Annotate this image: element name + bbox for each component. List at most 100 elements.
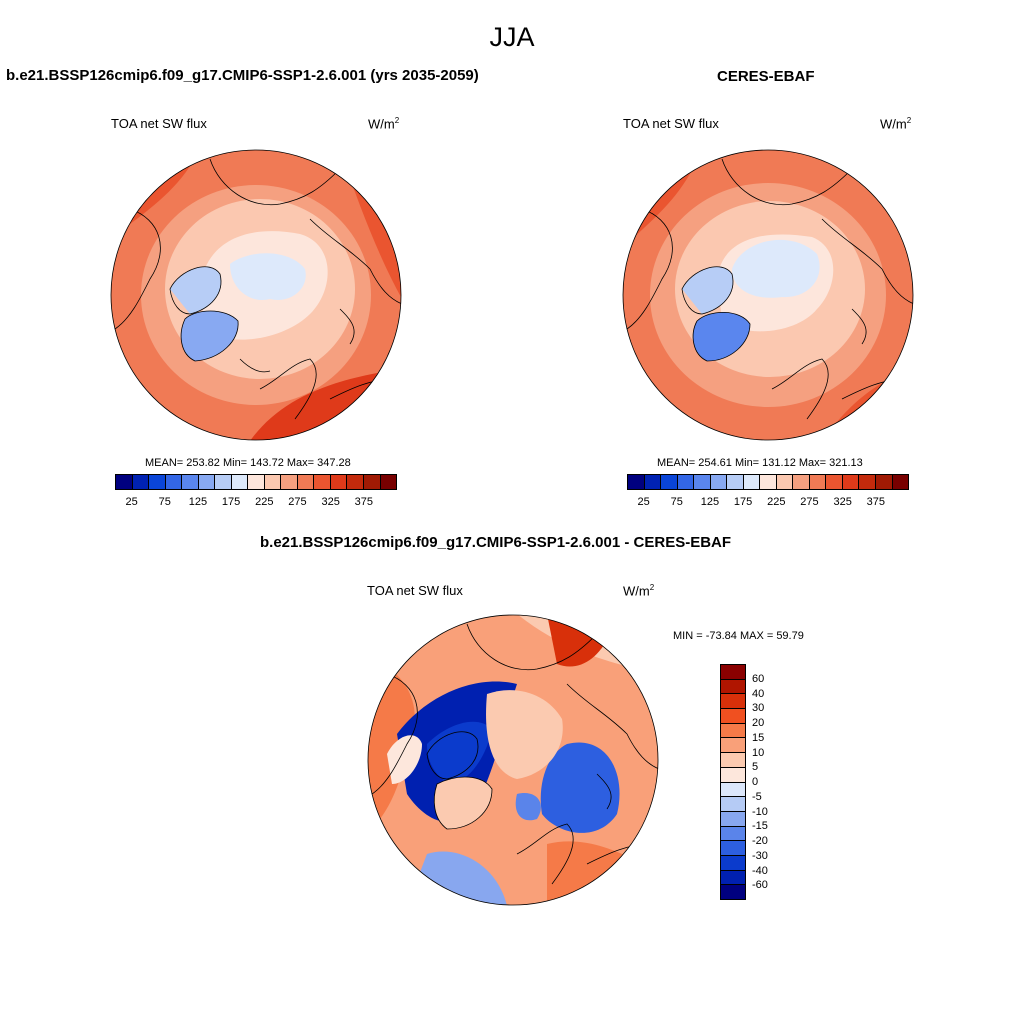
colorbar-tick-label: 275 — [800, 496, 819, 508]
colorbar-tick-label: 375 — [866, 496, 885, 508]
colorbar-box — [793, 475, 810, 489]
colorbar-tick-label: -15 — [752, 820, 768, 833]
colorbar-box — [721, 753, 745, 768]
colorbar-box — [330, 475, 348, 489]
colorbar-box — [314, 475, 331, 489]
diff-polar-map — [367, 614, 659, 906]
colorbar-box — [264, 475, 282, 489]
colorbar-tick-label: 75 — [670, 496, 683, 508]
colorbar-tick-label: 15 — [752, 731, 765, 744]
diff-units-label: W/m2 — [623, 583, 655, 599]
colorbar-box — [721, 782, 745, 798]
colorbar-tick-label: 60 — [752, 672, 765, 685]
figure-title: JJA — [489, 22, 535, 52]
colorbar-box — [248, 475, 265, 489]
colorbar-box — [809, 475, 827, 489]
colorbar-box — [182, 475, 199, 489]
colorbar-tick-label: -10 — [752, 805, 768, 818]
colorbar-tick-label: -20 — [752, 835, 768, 847]
colorbar-tick-label: 175 — [221, 496, 241, 508]
colorbar-tick-label: -5 — [752, 790, 762, 803]
diff-variable-label: TOA net SW flux — [367, 583, 463, 598]
colorbar-tick-label: 225 — [255, 496, 274, 508]
obs-stats: MEAN= 254.61 Min= 131.12 Max= 321.13 — [657, 457, 863, 469]
colorbar-box — [892, 475, 909, 489]
colorbar-tick-label: 375 — [354, 496, 373, 508]
colorbar-tick-label: -30 — [752, 849, 768, 862]
colorbar-box — [721, 870, 745, 886]
colorbar-box — [721, 679, 745, 695]
colorbar-box — [677, 475, 695, 489]
colorbar-tick-label: 25 — [637, 496, 650, 508]
colorbar-box — [347, 475, 364, 489]
obs-colorbar-ticks: 25 75 125 175 225 275 325 375 — [627, 496, 909, 510]
colorbar-box — [721, 841, 745, 856]
colorbar-box — [721, 738, 745, 754]
diff-colorbar — [720, 664, 746, 900]
colorbar-tick-label: 75 — [158, 496, 171, 508]
colorbar-box — [116, 475, 133, 489]
model-stats: MEAN= 253.82 Min= 143.72 Max= 347.28 — [145, 457, 351, 469]
colorbar-box — [776, 475, 794, 489]
colorbar-box — [281, 475, 298, 489]
diff-stats: MIN = -73.84 MAX = 59.79 — [673, 630, 804, 642]
colorbar-box — [743, 475, 761, 489]
colorbar-tick-label: -40 — [752, 864, 768, 877]
colorbar-tick-label: 20 — [752, 717, 765, 729]
colorbar-tick-label: 275 — [288, 496, 307, 508]
colorbar-box — [165, 475, 183, 489]
colorbar-tick-label: 225 — [767, 496, 786, 508]
colorbar-box — [644, 475, 662, 489]
model-case-title: b.e21.BSSP126cmip6.f09_g17.CMIP6-SSP1-2.… — [6, 67, 479, 84]
colorbar-box — [721, 797, 745, 812]
colorbar-box — [380, 475, 397, 489]
model-colorbar — [115, 474, 397, 490]
colorbar-box — [721, 723, 745, 739]
colorbar-box — [721, 709, 745, 724]
colorbar-box — [132, 475, 150, 489]
colorbar-box — [661, 475, 678, 489]
colorbar-tick-label: 325 — [321, 496, 340, 508]
colorbar-box — [826, 475, 843, 489]
colorbar-box — [721, 885, 745, 899]
colorbar-box — [694, 475, 711, 489]
colorbar-tick-label: 325 — [833, 496, 852, 508]
colorbar-box — [721, 826, 745, 842]
colorbar-tick-label: 40 — [752, 687, 765, 700]
model-colorbar-ticks: 25 75 125 175 225 275 325 375 — [115, 496, 397, 510]
colorbar-box — [231, 475, 249, 489]
colorbar-tick-label: 125 — [700, 496, 720, 508]
colorbar-tick-label: 25 — [125, 496, 138, 508]
colorbar-box — [628, 475, 645, 489]
colorbar-tick-label: 0 — [752, 776, 759, 788]
colorbar-box — [721, 767, 745, 783]
obs-polar-map — [622, 149, 914, 441]
model-polar-map — [110, 149, 402, 441]
diff-colorbar-ticks: 60 40 30 20 15 10 5 0 -5 -10 -15 -20 -30 -40 -60 — [752, 664, 792, 900]
colorbar-box — [727, 475, 744, 489]
colorbar-tick-label: 5 — [752, 761, 759, 774]
colorbar-box — [363, 475, 381, 489]
colorbar-box — [215, 475, 232, 489]
colorbar-box — [710, 475, 728, 489]
colorbar-tick-label: 175 — [733, 496, 753, 508]
colorbar-box — [859, 475, 876, 489]
colorbar-box — [721, 665, 745, 680]
colorbar-box — [149, 475, 166, 489]
obs-case-title: CERES-EBAF — [717, 68, 815, 85]
obs-variable-label: TOA net SW flux — [623, 116, 719, 131]
model-units-label: W/m2 — [368, 116, 400, 132]
colorbar-tick-label: 125 — [188, 496, 208, 508]
colorbar-box — [760, 475, 777, 489]
colorbar-tick-label: -60 — [752, 879, 768, 892]
colorbar-box — [875, 475, 893, 489]
diff-case-title: b.e21.BSSP126cmip6.f09_g17.CMIP6-SSP1-2.… — [260, 534, 732, 551]
colorbar-box — [721, 694, 745, 710]
colorbar-tick-label: 10 — [752, 746, 765, 759]
colorbar-box — [198, 475, 216, 489]
colorbar-box — [721, 855, 745, 871]
obs-units-label: W/m2 — [880, 116, 912, 132]
colorbar-box — [297, 475, 315, 489]
obs-colorbar — [627, 474, 909, 490]
colorbar-tick-label: 30 — [752, 702, 765, 715]
